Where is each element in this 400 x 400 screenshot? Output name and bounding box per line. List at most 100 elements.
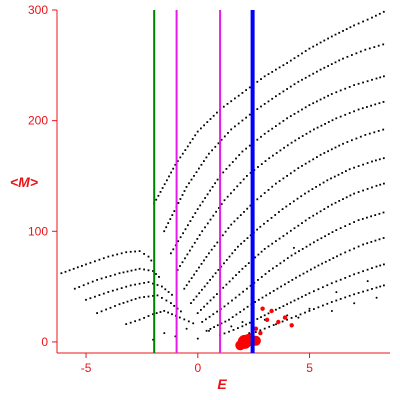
curve-12-point [313, 241, 315, 244]
curve-1-point [73, 287, 76, 290]
curve-2-point [107, 291, 110, 293]
curve-14-point [313, 290, 315, 293]
curve-9-point [221, 234, 224, 237]
curve-10-point [192, 298, 195, 301]
curve-9-point [319, 153, 322, 156]
curve-2-point [156, 284, 159, 286]
curve-15-point [353, 293, 355, 296]
curve-15-point [371, 288, 373, 290]
curve-13-point [287, 281, 290, 283]
curve-7-point [348, 86, 351, 88]
curve-14-point [383, 263, 385, 266]
curve-3-point [118, 303, 121, 306]
curve-15-point [330, 301, 333, 303]
series-0-point [292, 246, 295, 249]
series-1-point [258, 330, 263, 336]
curve-12-point [361, 218, 364, 220]
curve-12-point [286, 257, 289, 259]
curve-9-point [301, 165, 303, 167]
curve-8-point [331, 119, 334, 122]
curve-11-point [275, 240, 277, 242]
curve-7-point [304, 106, 307, 109]
curve-8-point [196, 238, 199, 240]
curve-8-point [324, 123, 326, 125]
curve-5-point [338, 31, 341, 34]
curve-5-point [209, 118, 212, 120]
curve-8-point [209, 218, 212, 221]
curve-6-point [200, 163, 203, 166]
curve-13-point [205, 329, 208, 332]
curve-9-point [208, 252, 210, 255]
curve-13-point [324, 260, 327, 263]
curve-1-point [82, 284, 85, 287]
curve-1-point [100, 277, 103, 280]
curve-9-point [334, 146, 337, 149]
curve-5-point [206, 121, 209, 123]
curve-12-point [238, 293, 241, 296]
curve-6-point [256, 108, 259, 110]
curve-5-point [275, 68, 277, 71]
curve-13-point [328, 259, 331, 261]
curve-7-point [189, 220, 192, 222]
curve-9-point [377, 130, 380, 132]
curve-12-point [366, 216, 368, 219]
curve-14-point [375, 265, 378, 268]
curve-13-point [254, 301, 256, 303]
highlight-blob [235, 340, 246, 351]
curve-5-point [357, 22, 360, 25]
curve-2-point [171, 293, 173, 296]
curve-6-point [346, 55, 349, 58]
curve-6-point [245, 116, 247, 119]
curve-0-point [94, 260, 96, 263]
curve-6-point [263, 103, 266, 105]
curve-8-point [357, 108, 360, 111]
curve-15-point [268, 325, 271, 328]
curve-8-point [236, 185, 239, 188]
curve-12-point [290, 254, 293, 257]
curve-14-point [267, 312, 270, 315]
curve-13-point [357, 245, 360, 248]
curve-5-point [378, 12, 381, 15]
curve-8-point [327, 121, 330, 123]
curve-9-point [233, 220, 236, 223]
y-tick-label: 0 [41, 335, 48, 349]
curve-6-point [203, 160, 205, 162]
curve-7-point [177, 240, 180, 243]
curve-10-point [304, 192, 306, 195]
curve-9-point [297, 167, 300, 169]
curve-11-point [228, 280, 231, 283]
curve-13-point [239, 311, 242, 313]
series-0-point [286, 314, 289, 317]
curve-5-point [230, 100, 233, 103]
curve-14-point [304, 294, 307, 296]
curve-12-point [382, 211, 385, 214]
curve-2-point [152, 282, 154, 285]
curve-9-point [278, 180, 281, 182]
curve-2-point [143, 282, 145, 284]
curve-4-point [134, 320, 136, 323]
curve-6-point [260, 105, 262, 108]
curve-6-point [308, 74, 311, 77]
curve-8-point [257, 166, 259, 168]
curve-13-point [348, 249, 351, 252]
curve-8-point [378, 102, 381, 105]
curve-10-point [285, 205, 288, 208]
curve-7-point [375, 77, 378, 80]
curve-2-point [138, 282, 141, 285]
curve-10-point [243, 240, 246, 242]
curve-14-point [278, 307, 281, 309]
curve-11-point [244, 265, 247, 267]
curve-11-point [271, 242, 274, 245]
curve-13-point [370, 241, 373, 243]
curve-11-point [308, 217, 311, 219]
curve-11-point [371, 186, 373, 189]
curve-3-point [156, 294, 159, 297]
curve-1-point [147, 269, 150, 272]
curve-5-point [170, 171, 172, 174]
curve-6-point [297, 80, 300, 83]
curve-3-point [130, 299, 133, 302]
curve-12-point [357, 219, 360, 221]
curve-11-point [304, 219, 307, 222]
curve-11-point [379, 183, 382, 186]
curve-11-point [297, 224, 300, 227]
